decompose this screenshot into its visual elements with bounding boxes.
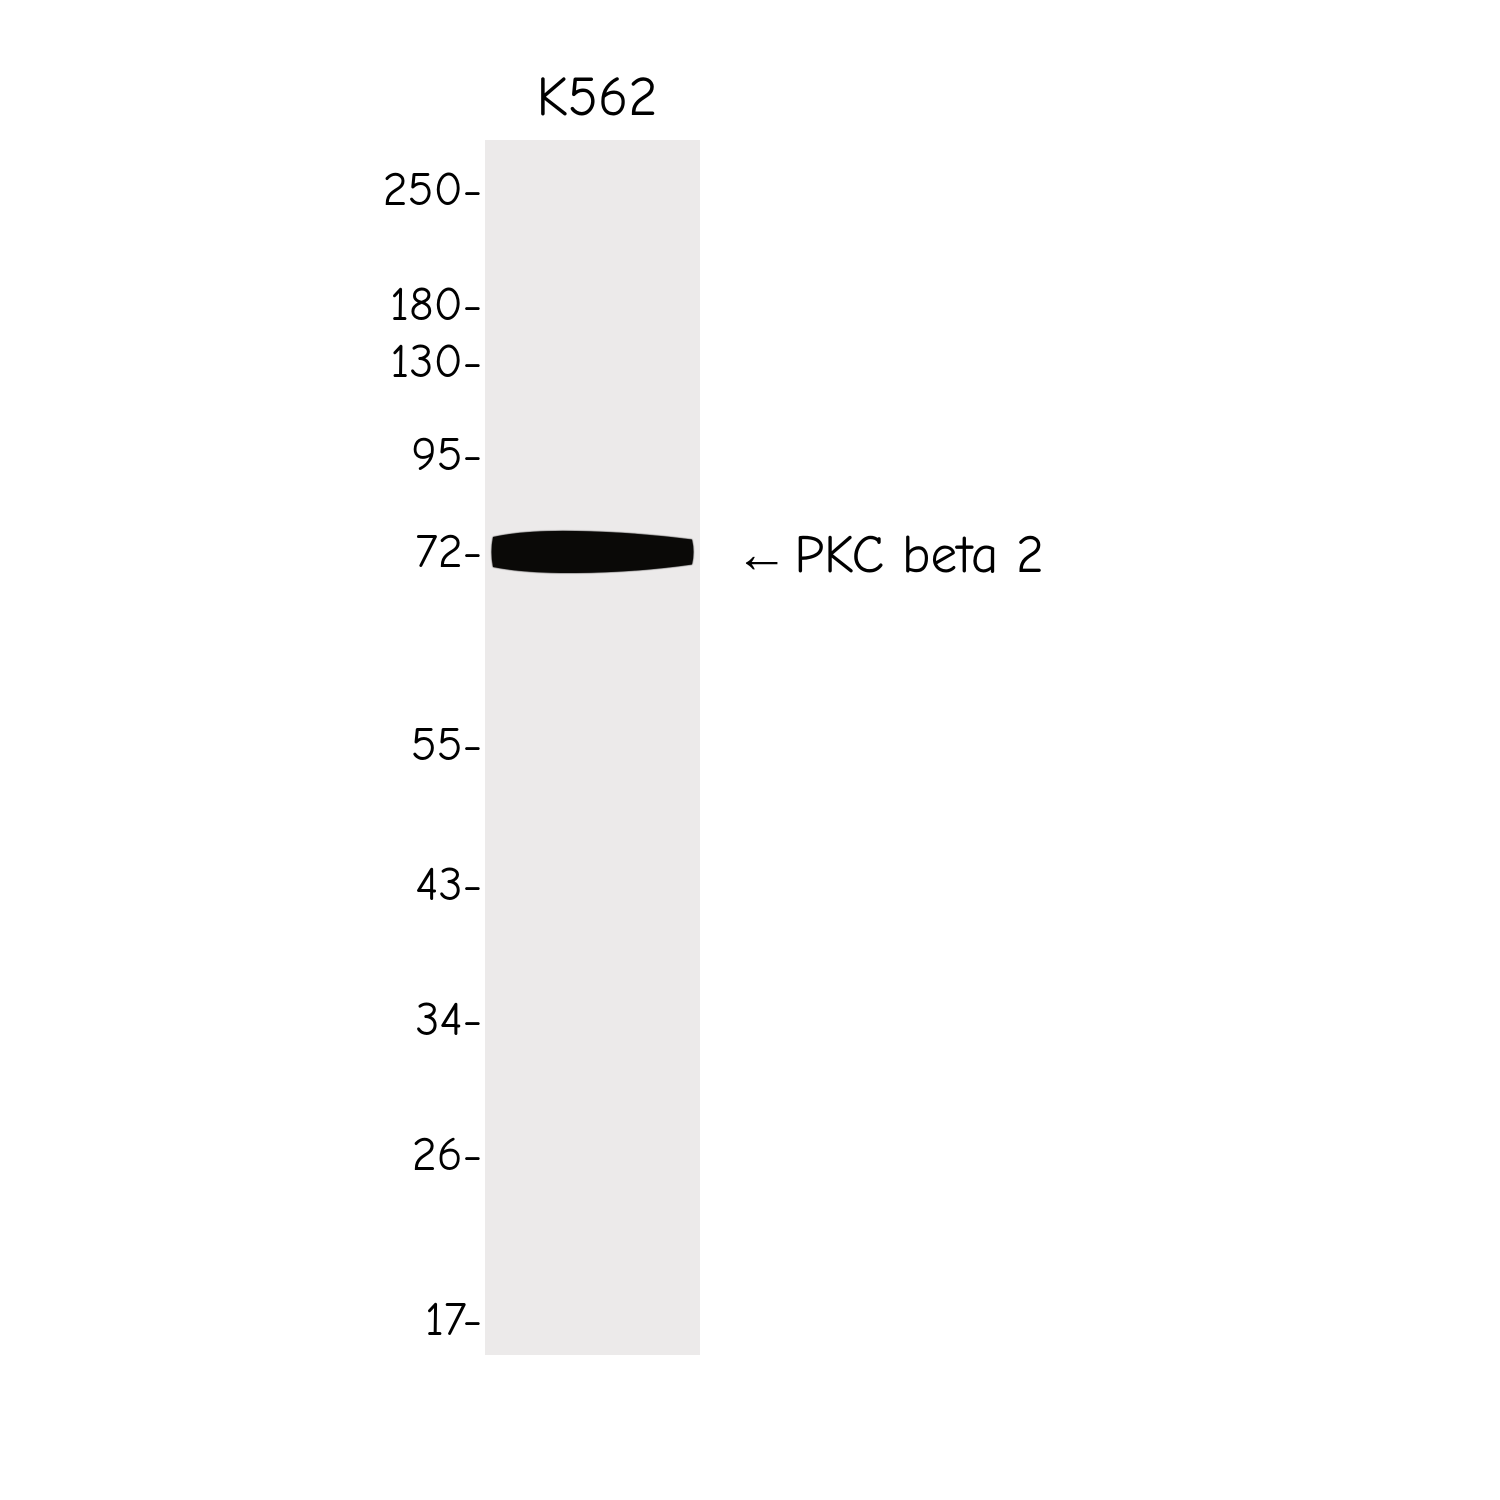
mw-marker: 34- bbox=[282, 992, 482, 1047]
mw-marker: 180- bbox=[282, 277, 482, 332]
mw-marker: 250- bbox=[282, 162, 482, 217]
lane-label: K562 bbox=[512, 65, 682, 129]
band-pkc-beta-2 bbox=[487, 527, 698, 577]
mw-marker: 72- bbox=[282, 524, 482, 579]
mw-marker: 43- bbox=[282, 857, 482, 912]
band-annotation-label: PKC beta 2 bbox=[794, 525, 1044, 586]
mw-marker: 55- bbox=[282, 717, 482, 772]
mw-marker: 26- bbox=[282, 1127, 482, 1182]
arrow-left-icon: ← bbox=[735, 529, 788, 582]
mw-marker: 17- bbox=[282, 1292, 482, 1347]
mw-marker: 130- bbox=[282, 334, 482, 389]
band-annotation: ← PKC beta 2 bbox=[735, 525, 1044, 586]
blot-canvas: K562 250- 180-130- 95- 72- 55- 43- 34- 26- 17- ←… bbox=[0, 0, 1500, 1500]
blot-lane bbox=[485, 140, 700, 1355]
mw-marker: 95- bbox=[282, 427, 482, 482]
